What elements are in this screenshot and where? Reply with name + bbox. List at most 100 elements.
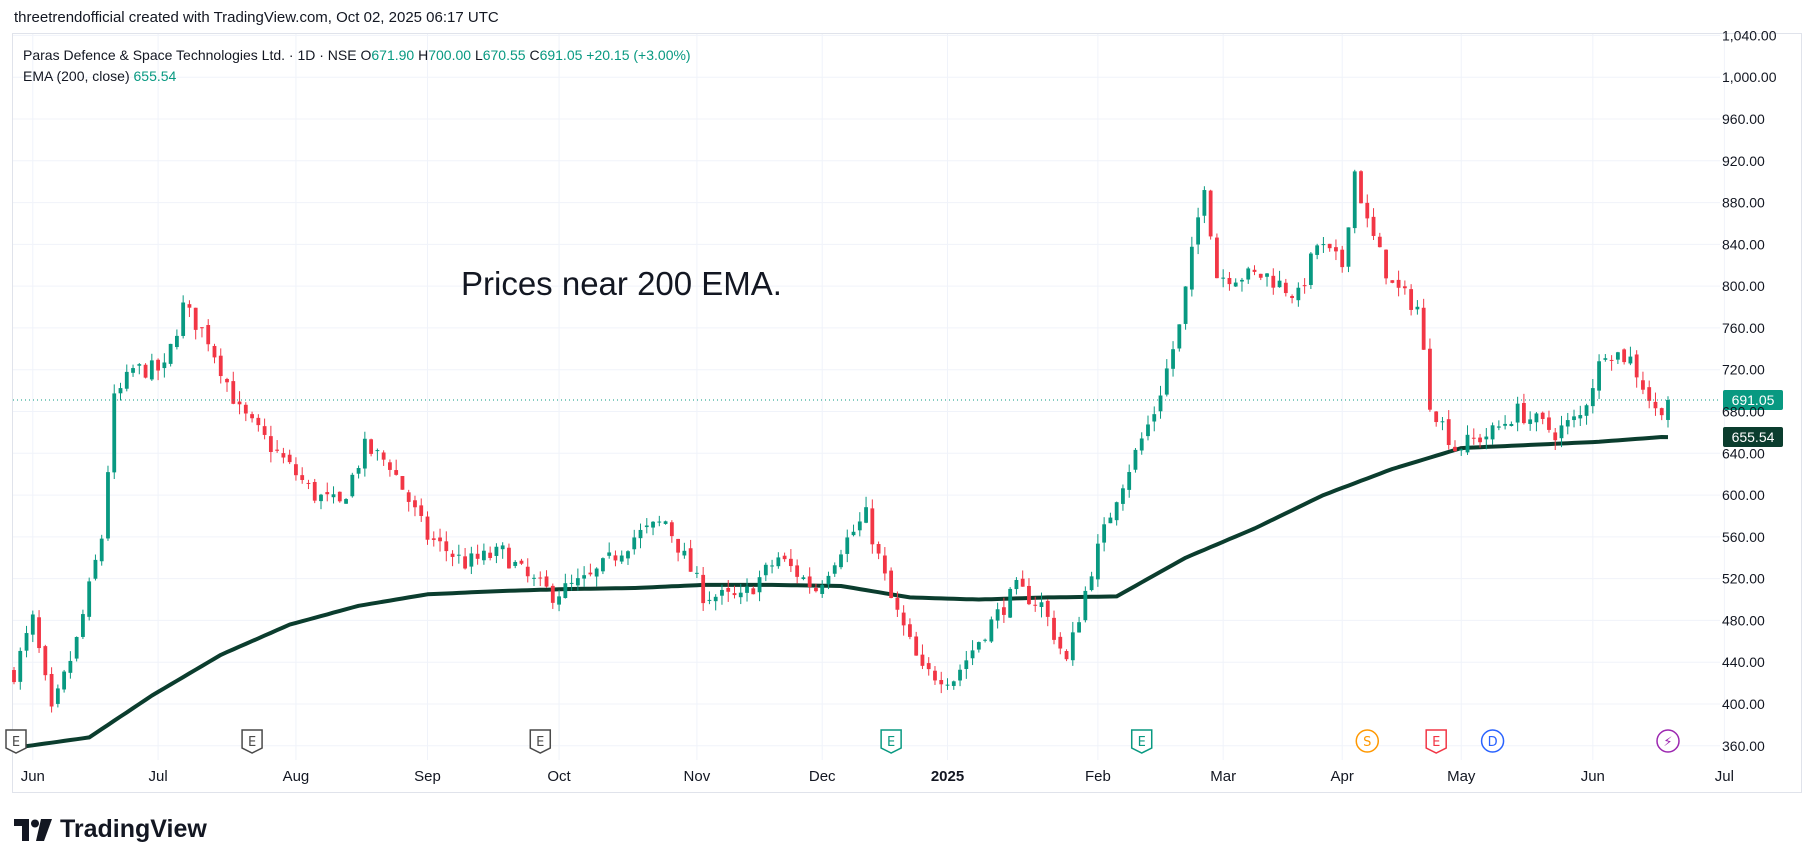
ema-line xyxy=(13,435,1669,750)
candle-body xyxy=(544,576,549,587)
candle-body xyxy=(1615,352,1620,360)
candle-body xyxy=(726,588,731,592)
event-marker-letter: E xyxy=(248,735,256,750)
candle-body xyxy=(74,637,79,659)
candle-body xyxy=(112,393,117,473)
candle-body xyxy=(1108,517,1113,524)
candle-body xyxy=(306,482,311,484)
candle-body xyxy=(657,521,662,523)
candle-body xyxy=(1340,249,1345,268)
candle-body xyxy=(413,500,417,508)
open-label: O xyxy=(360,47,372,63)
candle-body xyxy=(588,572,593,575)
candle-body xyxy=(1459,449,1464,451)
candle-body xyxy=(1471,437,1476,439)
candle-body xyxy=(738,592,743,598)
candle-body xyxy=(1177,324,1182,349)
price-tick-label: 760.00 xyxy=(1722,320,1765,336)
candle-body xyxy=(851,531,856,536)
candle-body xyxy=(1565,420,1570,427)
event-marker-earnings-icon xyxy=(241,729,263,754)
candle-body xyxy=(1064,651,1069,660)
price-tick-label: 920.00 xyxy=(1722,153,1765,169)
candle-body xyxy=(626,551,630,559)
chart-annotation[interactable]: Prices near 200 EMA. xyxy=(461,265,782,302)
candle-body xyxy=(362,438,367,469)
time-tick-label: 2025 xyxy=(931,768,964,785)
candle-body xyxy=(1033,604,1038,606)
candle-body xyxy=(989,619,994,642)
candle-body xyxy=(1384,249,1388,279)
candle-body xyxy=(638,529,643,539)
time-tick-label: Mar xyxy=(1210,768,1236,785)
event-marker-split-icon xyxy=(1355,729,1380,753)
candle-body xyxy=(1453,446,1457,452)
chart-grid xyxy=(13,34,1725,760)
last-price-line: 691.05 655.54 xyxy=(13,389,1783,448)
candle-body xyxy=(212,345,217,358)
open-value: 671.90 xyxy=(371,47,415,63)
candle-body xyxy=(788,558,793,567)
price-tick-label: 440.00 xyxy=(1722,654,1765,670)
event-marker-earnings-icon xyxy=(880,729,902,754)
candle-body xyxy=(388,462,392,470)
candle-body xyxy=(106,472,110,539)
candle-body xyxy=(507,547,511,569)
candle-body xyxy=(770,565,774,567)
candle-body xyxy=(1622,349,1627,363)
candle-body xyxy=(795,565,800,577)
candle-body xyxy=(1240,279,1244,282)
candle-body xyxy=(93,559,98,579)
candle-body xyxy=(1308,253,1313,285)
candle-body xyxy=(1052,617,1056,640)
candle-body xyxy=(1265,273,1269,277)
candle-body xyxy=(651,521,655,528)
candle-body xyxy=(550,585,555,603)
candle-body xyxy=(682,550,687,556)
candle-body xyxy=(632,537,637,550)
candle-body xyxy=(1095,543,1100,580)
candle-body xyxy=(494,546,499,556)
candle-body xyxy=(882,555,887,574)
candle-body xyxy=(118,388,123,394)
candle-body xyxy=(1089,576,1094,591)
candle-body xyxy=(1045,600,1050,617)
candle-body xyxy=(1515,403,1520,423)
candle-body xyxy=(1327,243,1332,249)
candle-body xyxy=(1428,348,1432,410)
candle-body xyxy=(1001,607,1006,615)
ema-legend-row: EMA (200, close) 655.54 xyxy=(23,66,691,87)
candle-body xyxy=(1590,388,1595,407)
low-label: L xyxy=(474,47,483,63)
brand-logo[interactable]: TradingView xyxy=(14,815,207,844)
candle-body xyxy=(1402,286,1407,289)
candle-body xyxy=(1597,361,1601,391)
candle-body xyxy=(1484,436,1489,440)
candle-body xyxy=(1377,236,1382,248)
candle-body xyxy=(55,688,60,704)
ema-legend-value: 655.54 xyxy=(133,68,177,84)
time-tick-label: Jul xyxy=(1715,768,1734,785)
candle-body xyxy=(832,565,837,574)
candle-body xyxy=(193,307,198,330)
event-marker-letter: E xyxy=(887,735,895,750)
candle-body xyxy=(1315,245,1320,255)
candle-body xyxy=(782,555,787,560)
candle-body xyxy=(1534,413,1539,423)
candle-body xyxy=(601,558,605,572)
candle-body xyxy=(381,452,386,460)
candle-body xyxy=(174,335,179,348)
symbol-title: Paras Defence & Space Technologies Ltd. … xyxy=(23,47,357,63)
candle-body xyxy=(1509,423,1514,426)
candle-body xyxy=(757,577,762,593)
candle-body xyxy=(1334,247,1338,252)
price-tick-label: 680.00 xyxy=(1722,404,1765,420)
candle-body xyxy=(1077,622,1081,633)
candle-body xyxy=(1365,202,1370,219)
candle-body xyxy=(231,381,236,404)
candle-body xyxy=(281,453,286,458)
candle-body xyxy=(43,646,48,676)
candle-body xyxy=(243,404,248,414)
candle-body xyxy=(1346,227,1351,267)
